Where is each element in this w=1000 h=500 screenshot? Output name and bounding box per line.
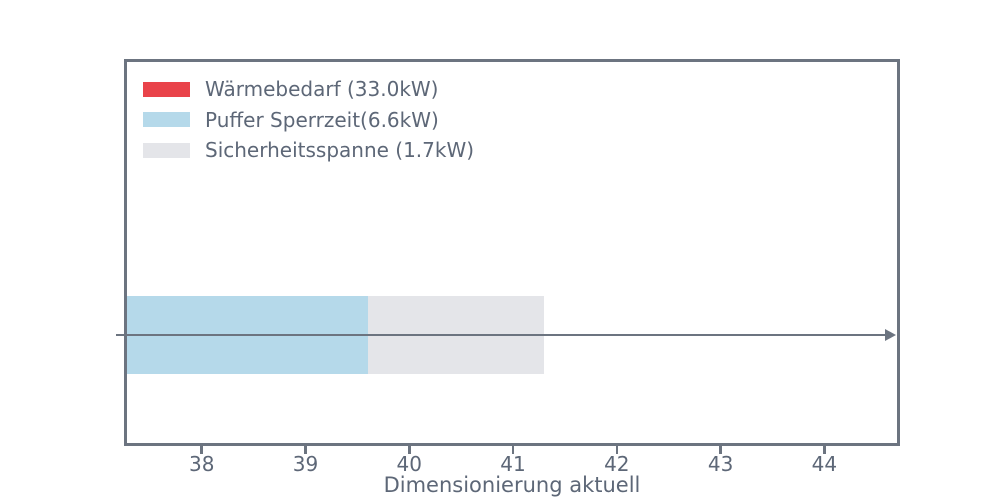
legend-swatch-icon [143, 142, 190, 158]
x-axis-tick [615, 446, 619, 454]
x-axis-tick-label: 44 [811, 452, 838, 476]
x-axis-label: Dimensionierung aktuell [383, 473, 641, 497]
arrow-line [127, 333, 886, 337]
x-axis-tick [200, 446, 203, 454]
x-axis-tick-label: 42 [604, 452, 630, 476]
legend-row: Puffer Sperrzeit(6.6kW) [143, 105, 474, 136]
x-axis-tick-label: 41 [500, 452, 526, 476]
legend-swatch-icon [143, 81, 190, 97]
legend-swatch-icon [143, 112, 190, 128]
legend: Wärmebedarf (33.0kW) Puffer Sperrzeit(6.6… [143, 74, 474, 166]
legend-label: Wärmebedarf (33.0kW) [205, 77, 439, 102]
legend-label: Puffer Sperrzeit(6.6kW) [205, 107, 439, 132]
x-axis-tick [823, 446, 826, 454]
x-axis-tick [511, 446, 515, 454]
arrow-right-icon [885, 328, 896, 341]
legend-row: Sicherheitsspanne (1.7kW) [143, 135, 474, 166]
x-axis-tick-label: 39 [292, 452, 319, 476]
y-axis-tick [116, 333, 124, 337]
plot-inner: Wärmebedarf (33.0kW) Puffer Sperrzeit(6.6… [116, 62, 897, 497]
plot-area: Wärmebedarf (33.0kW) Puffer Sperrzeit(6.6… [116, 59, 900, 497]
x-axis-tick-label: 43 [707, 452, 734, 476]
legend-row: Wärmebedarf (33.0kW) [143, 74, 474, 105]
x-axis-tick-label: 38 [188, 452, 215, 476]
x-axis-tick-label: 40 [396, 452, 422, 476]
x-axis-tick [719, 446, 722, 454]
legend-label: Sicherheitsspanne (1.7kW) [205, 138, 475, 163]
x-axis-tick [304, 446, 307, 454]
x-axis-tick [408, 446, 411, 454]
